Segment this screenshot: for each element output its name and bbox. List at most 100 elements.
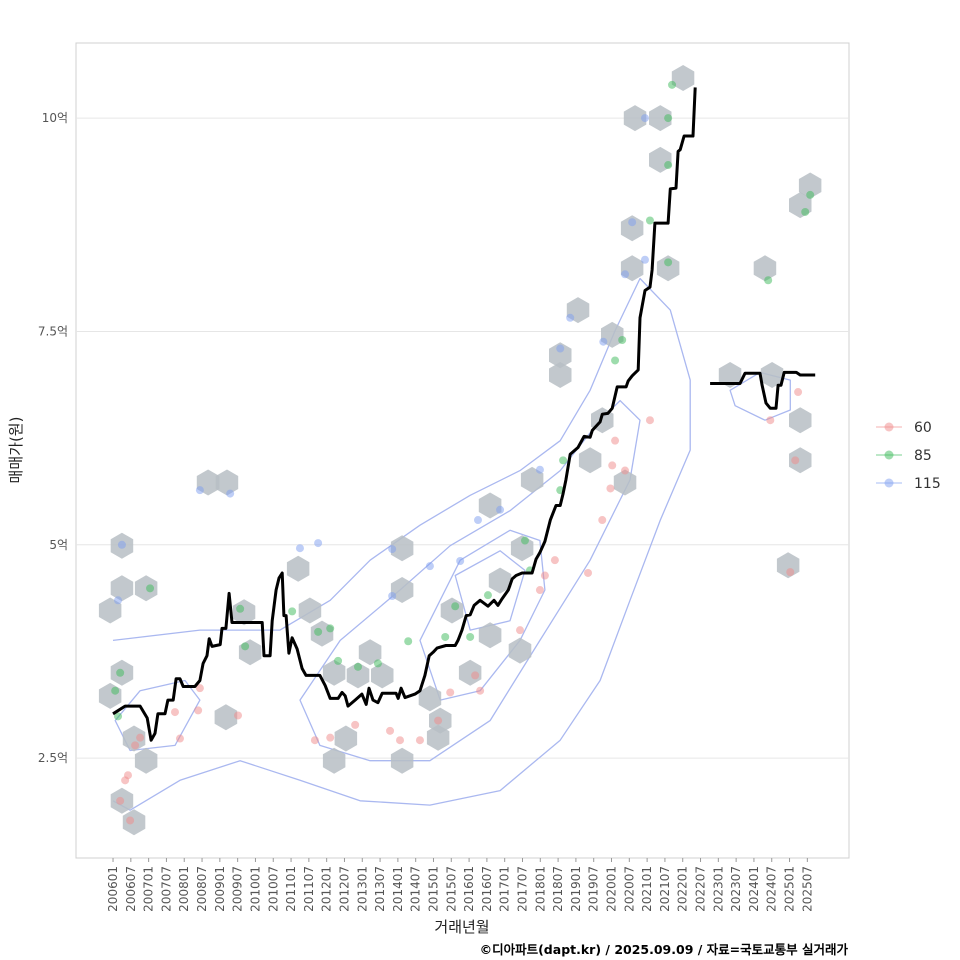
hexbin xyxy=(789,407,812,434)
point-85 xyxy=(451,602,460,611)
price-line-segment xyxy=(112,87,697,742)
hexbin xyxy=(98,597,122,624)
x-tick-label: 202307 xyxy=(729,866,743,912)
hexbin xyxy=(649,105,672,132)
point-60 xyxy=(415,736,424,745)
x-tick-label: 202007 xyxy=(622,866,636,912)
x-tick-label: 201707 xyxy=(515,866,529,912)
point-115 xyxy=(295,544,304,553)
point-60 xyxy=(645,416,654,425)
point-85 xyxy=(801,207,810,216)
point-60 xyxy=(584,568,593,577)
legend-key-dot xyxy=(884,478,894,488)
caption: ©디아파트(dapt.kr) / 2025.09.09 / 자료=국토교통부 실… xyxy=(480,942,849,957)
x-tick-label: 201001 xyxy=(248,866,262,912)
x-tick-label: 202001 xyxy=(605,866,619,912)
hexbin xyxy=(478,622,502,649)
hexbin xyxy=(418,685,442,712)
grid-lines xyxy=(76,117,849,759)
point-85 xyxy=(241,642,250,651)
x-tick-label: 200607 xyxy=(124,866,138,912)
point-85 xyxy=(559,456,568,465)
point-115 xyxy=(195,486,204,495)
legend-key-dot xyxy=(884,450,894,460)
point-115 xyxy=(456,557,465,566)
x-tick-label: 201107 xyxy=(302,866,316,912)
point-60 xyxy=(446,688,455,697)
point-85 xyxy=(116,668,125,677)
hexbin xyxy=(753,255,777,282)
legend-label: 115 xyxy=(914,476,941,492)
x-tick-label: 201607 xyxy=(480,866,494,912)
point-60 xyxy=(386,726,395,735)
point-60 xyxy=(116,796,125,805)
y-tick-label: 2.5억 xyxy=(38,751,68,765)
legend-key-dot xyxy=(884,422,894,432)
point-85 xyxy=(806,190,815,199)
x-tick-label: 202207 xyxy=(694,866,708,912)
legend: 60 85 115 xyxy=(876,420,941,492)
point-60 xyxy=(326,733,335,742)
x-tick-label: 201701 xyxy=(498,866,512,912)
point-60 xyxy=(540,571,549,580)
point-60 xyxy=(471,671,480,680)
x-tick-label: 202407 xyxy=(765,866,779,912)
point-60 xyxy=(351,720,360,729)
density-contour xyxy=(114,679,201,752)
y-tick-label: 5억 xyxy=(49,538,68,552)
x-tick-label: 202507 xyxy=(800,866,814,912)
point-60 xyxy=(170,708,179,717)
x-tick-label: 202301 xyxy=(711,866,725,912)
point-85 xyxy=(645,216,654,225)
point-60 xyxy=(136,733,145,742)
point-115 xyxy=(388,592,397,601)
hexbin xyxy=(760,362,784,388)
point-60 xyxy=(606,484,615,493)
point-115 xyxy=(640,255,649,264)
hexbin xyxy=(390,747,414,774)
point-85 xyxy=(326,624,335,633)
x-tick-label: 202101 xyxy=(640,866,654,912)
hexbin xyxy=(549,362,572,388)
x-tick-label: 200901 xyxy=(213,866,227,912)
point-60 xyxy=(516,626,525,635)
x-tick-label: 202107 xyxy=(658,866,672,912)
x-tick-label: 201907 xyxy=(587,866,601,912)
point-85 xyxy=(441,632,450,641)
point-60 xyxy=(608,461,617,470)
hexbin xyxy=(215,469,239,496)
x-tick-label: 202201 xyxy=(676,866,690,912)
point-85 xyxy=(236,604,245,613)
hexbin xyxy=(110,575,134,602)
x-tick-label: 201801 xyxy=(533,866,547,912)
point-60 xyxy=(794,388,803,397)
density-contour xyxy=(112,277,691,811)
point-85 xyxy=(764,276,773,285)
hexbin xyxy=(346,662,370,689)
point-115 xyxy=(535,465,544,474)
point-60 xyxy=(234,711,243,720)
point-60 xyxy=(550,556,559,565)
hexbin xyxy=(214,704,238,731)
point-115 xyxy=(621,270,630,279)
point-60 xyxy=(766,416,775,425)
point-115 xyxy=(599,337,608,346)
hexbin xyxy=(122,809,146,836)
point-60 xyxy=(131,741,140,750)
x-axis-title: 거래년월 xyxy=(434,918,489,936)
x-tick-label: 200707 xyxy=(159,866,173,912)
point-60 xyxy=(194,706,203,715)
y-axis: 2.5억 5억 7.5억 10억 xyxy=(38,111,68,765)
point-60 xyxy=(434,716,443,725)
point-60 xyxy=(175,734,184,743)
median-price-line xyxy=(112,87,816,742)
point-60 xyxy=(396,736,405,745)
hexbin xyxy=(549,342,572,369)
hexbin xyxy=(623,105,647,132)
plot-background xyxy=(75,42,850,859)
x-tick-label: 202501 xyxy=(783,866,797,912)
point-85 xyxy=(353,662,362,671)
point-60 xyxy=(121,776,130,785)
hexbin xyxy=(656,255,680,282)
